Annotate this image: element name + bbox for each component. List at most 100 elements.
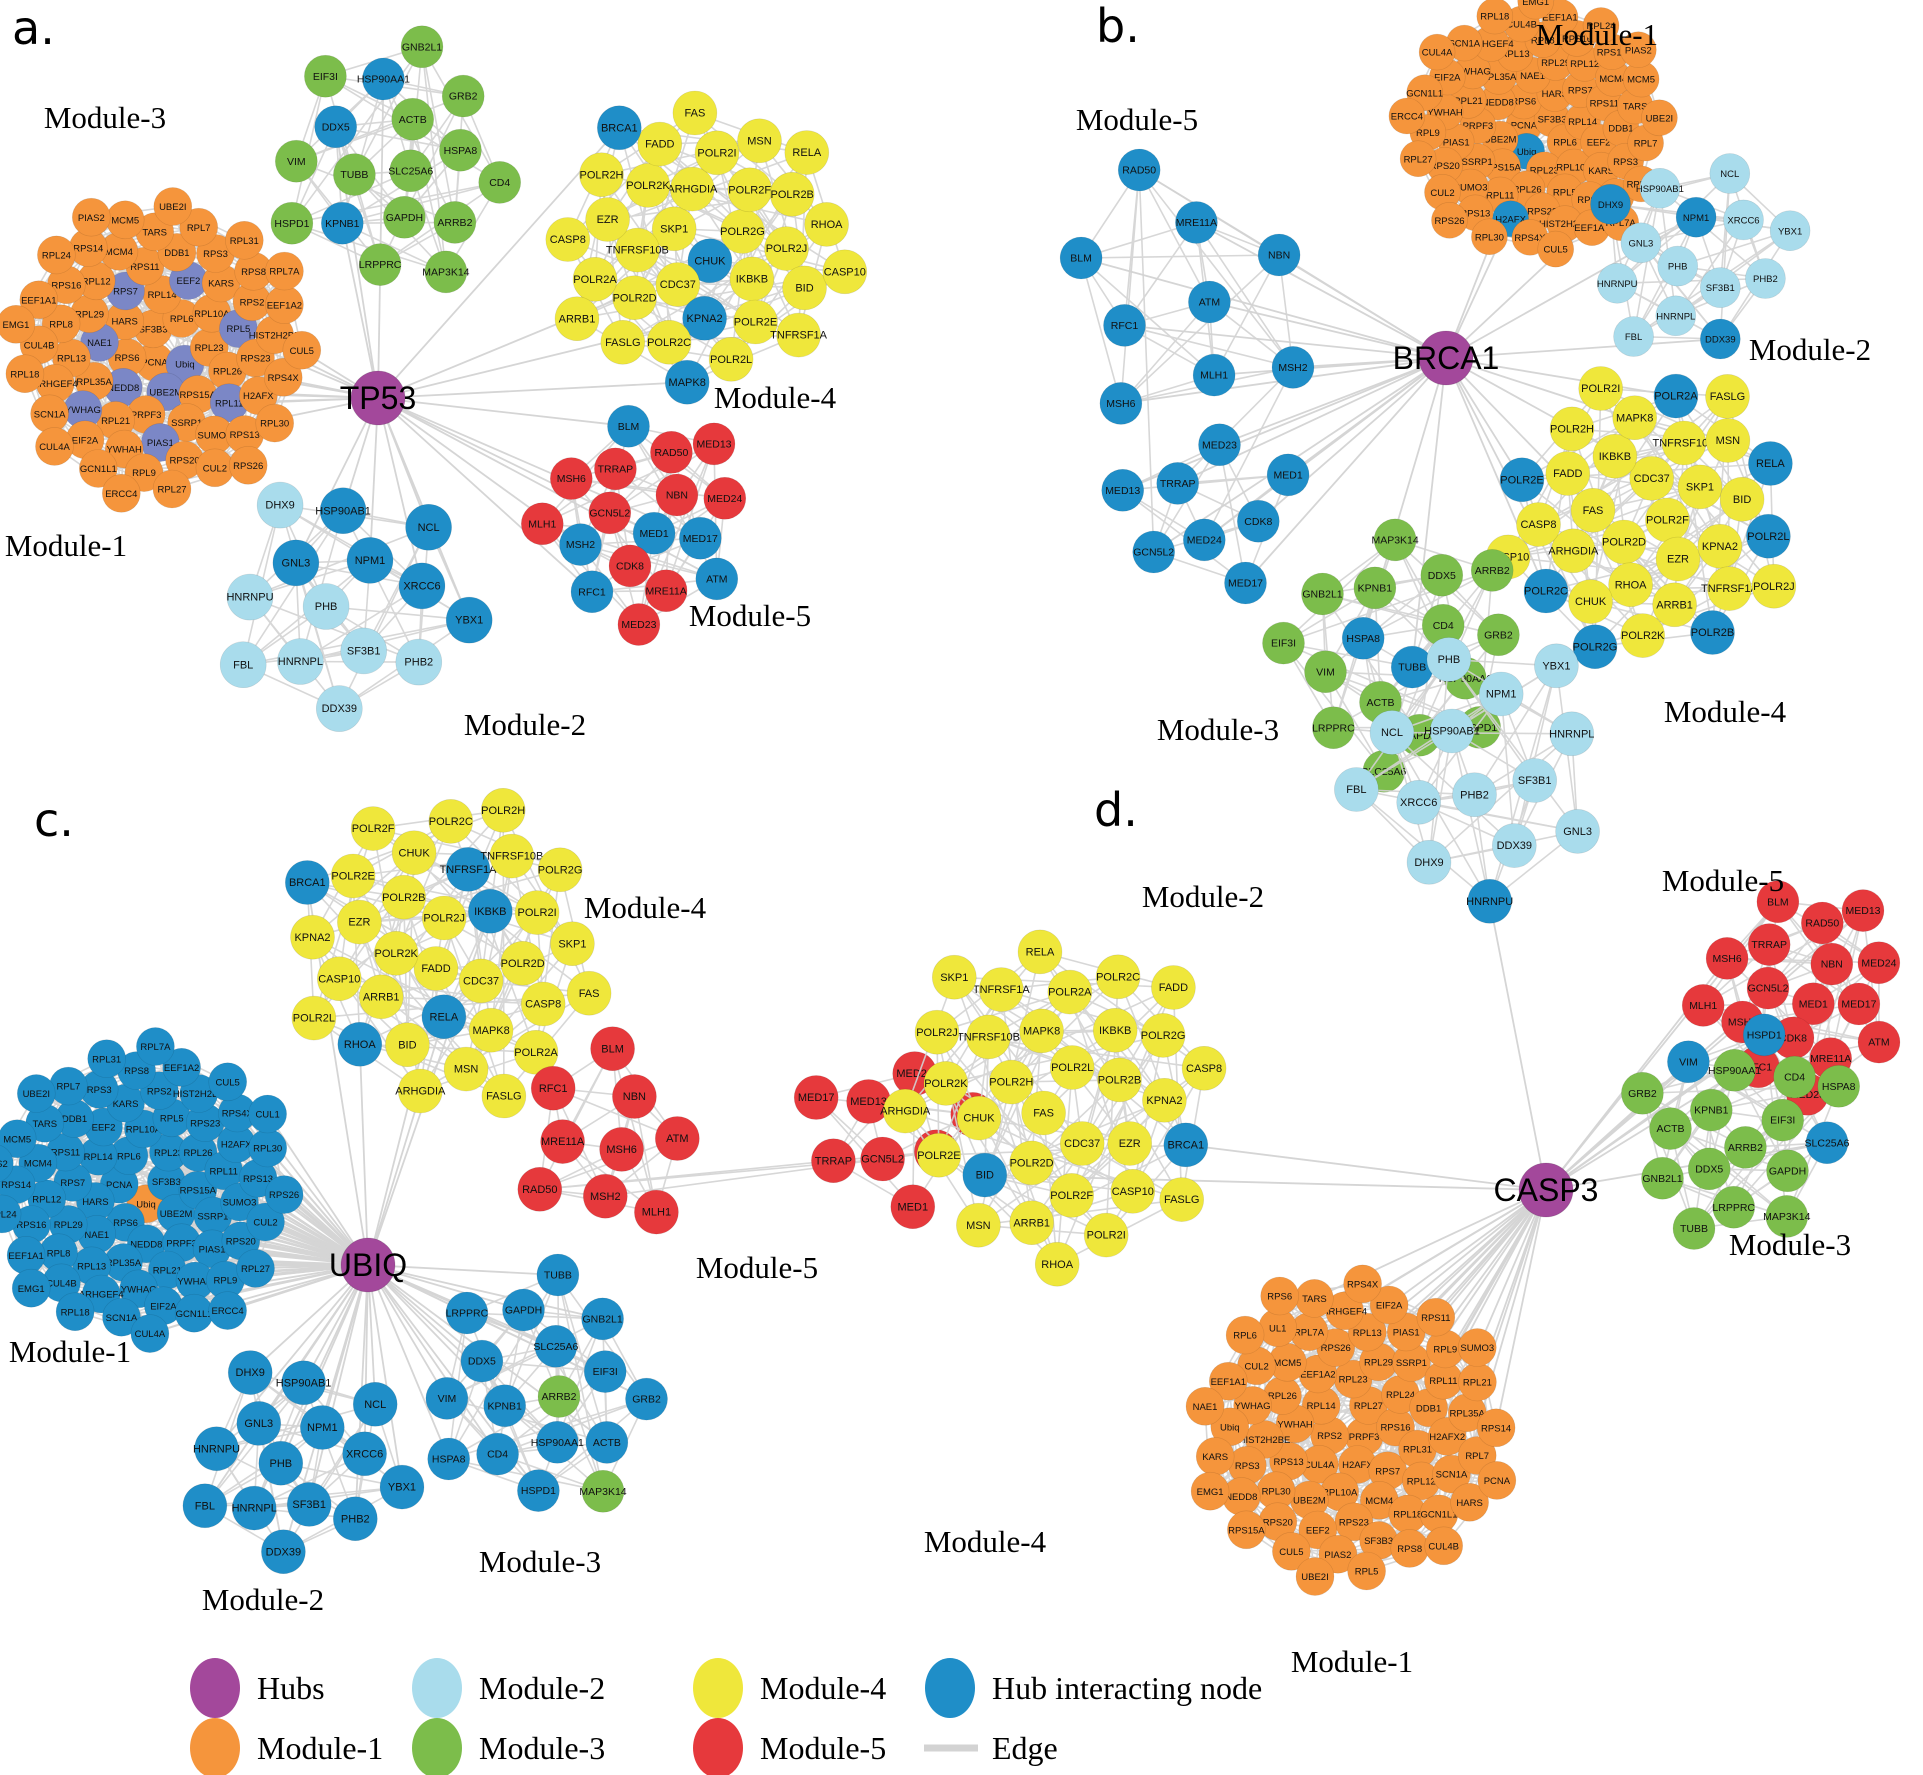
node-b-PHB2: PHB2 (1745, 258, 1786, 299)
node-a-EZR: EZR (585, 197, 630, 242)
node-c-MED17: MED17 (793, 1075, 839, 1120)
node-layer-c: FADD POLR2J CDC37 POLR2K IKBKB RELA POLR2B POLR… (0, 787, 996, 1617)
node-label: CASP10 (318, 973, 360, 985)
node-label: BRCA1 (289, 877, 326, 889)
node-label: TARS (1623, 102, 1648, 113)
node-a-POLR2B: POLR2B (769, 172, 815, 217)
node-label: RPL27 (1354, 1401, 1383, 1412)
node-a-PHB: PHB (302, 583, 350, 630)
legend-item-edge: Edge (924, 1730, 1058, 1766)
node-b-POLR2C: POLR2C (1523, 568, 1569, 614)
node-a-CDC37: CDC37 (655, 262, 701, 307)
node-label: RPL9 (214, 1276, 238, 1287)
node-c-LRPPRC: LRPPRC (446, 1291, 489, 1335)
node-label: MLH1 (1200, 370, 1228, 382)
node-c-MLH1: MLH1 (634, 1189, 679, 1235)
node-label: UBE2I (1301, 1572, 1328, 1583)
node-label: RPL30 (260, 419, 289, 430)
node-a-SKP1: SKP1 (651, 206, 697, 252)
node-c-ARHGDIA: ARHGDIA (395, 1068, 446, 1114)
panel-letter-d: d. (1094, 783, 1138, 837)
node-a-CHUK: CHUK (687, 238, 733, 284)
node-c-BRCA1: BRCA1 (284, 860, 330, 905)
node-b-LRPPRC: LRPPRC (1312, 706, 1355, 750)
node-label: TRRAP (1160, 478, 1196, 490)
node-label: RPL35A (106, 1258, 142, 1269)
node-label: POLR2K (374, 948, 418, 960)
node-label: RAD50 (1805, 918, 1839, 930)
legend-item-module-2: Module-2 (412, 1658, 605, 1718)
node-label: POLR2I (1581, 383, 1620, 395)
node-label: KARS (208, 279, 234, 290)
node-label: SF3B3 (1538, 115, 1567, 126)
node-label: GNB2L1 (402, 41, 442, 53)
node-label: POLR2L (1747, 531, 1789, 543)
node-label: ACTB (1366, 697, 1394, 709)
node-a-HNRNPU: HNRNPU (226, 573, 274, 621)
node-label: FBL (233, 659, 253, 671)
node-b-RPL27: RPL27 (1399, 140, 1437, 177)
node-label: EEF1A2 (164, 1063, 199, 1074)
node-label: IKBKB (736, 274, 768, 286)
node-c-HSPD1: HSPD1 (517, 1469, 560, 1512)
node-label: RPS16 (16, 1220, 46, 1231)
node-c-MED1: MED1 (890, 1184, 936, 1229)
module-label-c-module-5: Module-5 (696, 1250, 818, 1285)
node-label: RPL29 (1541, 58, 1570, 69)
node-b-GNL3: GNL3 (1620, 222, 1662, 264)
node-label: PIAS1 (1443, 138, 1470, 149)
node-label: PIAS2 (78, 213, 105, 224)
node-b-GCN5L2: GCN5L2 (1132, 530, 1175, 574)
node-a-HSPA8: HSPA8 (439, 128, 482, 172)
node-b-NBN: NBN (1257, 233, 1301, 277)
node-a-PIAS2: PIAS2 (72, 197, 111, 237)
node-label: MED17 (683, 533, 718, 545)
node-label: XRCC6 (1727, 216, 1759, 227)
node-label: KPNB1 (487, 1400, 522, 1412)
node-label: CASP10 (824, 266, 866, 278)
node-c-RPS26: RPS26 (264, 1175, 304, 1214)
node-label: DDB1 (164, 248, 189, 259)
node-label: SCN1A (106, 1313, 138, 1324)
node-a-POLR2K: POLR2K (625, 163, 670, 208)
node-label: POLR2K (1621, 630, 1665, 642)
node-label: UL1 (1269, 1323, 1286, 1334)
node-label: RFC1 (1111, 320, 1139, 332)
node-a-HSP90AA1: HSP90AA1 (357, 57, 410, 101)
node-label: RPL8 (47, 1248, 71, 1259)
node-label: POLR2H (1550, 424, 1594, 436)
node-c-SKP1: SKP1 (550, 921, 595, 967)
node-a-HSPD1: HSPD1 (270, 201, 314, 245)
node-d-POLR2J: POLR2J (914, 1009, 960, 1055)
node-label: GRB2 (1484, 629, 1513, 641)
node-a-KPNA2: KPNA2 (682, 295, 727, 341)
node-label: RPS23 (240, 354, 270, 365)
node-c-CHUK: CHUK (391, 830, 437, 876)
node-label: RPL21 (1463, 1378, 1492, 1389)
node-c-POLR2K: POLR2K (373, 930, 419, 976)
node-d-RPL6: RPL6 (1225, 1315, 1265, 1355)
node-label: RHOA (1615, 579, 1647, 591)
node-label: RPL31 (92, 1054, 121, 1065)
node-label: SF3B3 (139, 324, 168, 335)
node-label: MCM4 (24, 1159, 52, 1170)
node-c-HSP90AB1: HSP90AB1 (276, 1360, 331, 1406)
node-label: H2AFX (243, 391, 274, 402)
node-label: GCN1L1 (1406, 88, 1443, 99)
node-a-RPL7A: RPL7A (265, 251, 304, 291)
node-label: RPL11 (210, 1166, 238, 1177)
node-label: SUMO3 (223, 1198, 257, 1209)
node-label: RPS7 (113, 287, 138, 298)
node-label: GAPDH (386, 212, 423, 224)
legend-swatch (190, 1718, 240, 1775)
node-label: YWHAH (1277, 1419, 1313, 1430)
node-label: SF3B1 (292, 1499, 326, 1511)
node-a-PHB2: PHB2 (395, 638, 443, 686)
node-label: ATM (1868, 1037, 1889, 1049)
node-label: CDC37 (660, 279, 696, 291)
node-label: RPL12 (1570, 59, 1599, 70)
node-label: MAP3K14 (579, 1486, 626, 1498)
node-c-GAPDH: GAPDH (502, 1288, 545, 1332)
node-label: RPS16 (1380, 1423, 1410, 1434)
node-a-UBE2I: UBE2I (153, 187, 193, 226)
